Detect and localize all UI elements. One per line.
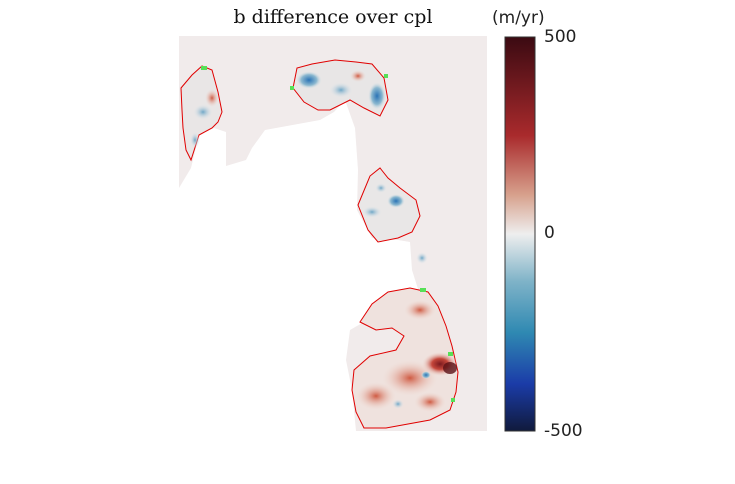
colorbar-tick-max: 500 [544,27,577,47]
no-data-region [179,100,418,431]
glacier-region-north [290,59,389,117]
colorbar-tick-zero: 0 [544,223,555,243]
colorbar-unit-label: (m/yr) [492,8,545,28]
glacier-region-south [351,287,459,429]
colorbar-tick-min: -500 [544,421,583,441]
plot-title: b difference over cpl [233,6,433,28]
glacier-region-central-east [357,167,428,264]
colorbar [504,36,536,432]
glacier-region-northwest [180,65,223,162]
